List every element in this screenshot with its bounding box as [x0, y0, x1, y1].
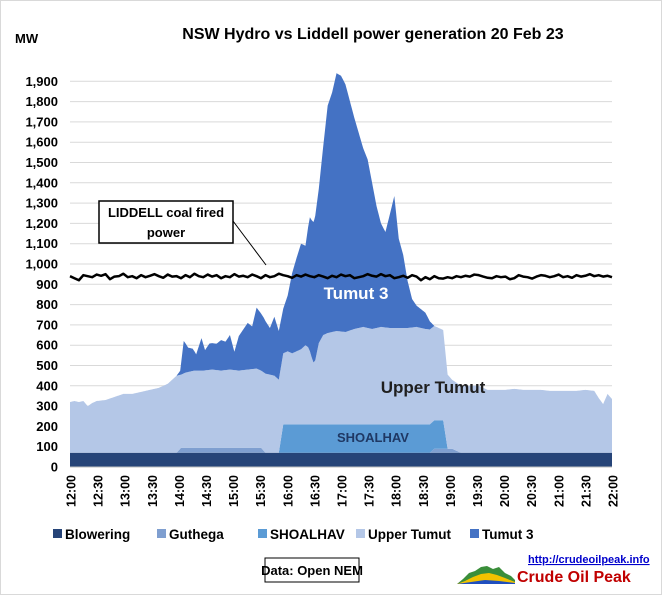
x-tick-label: 18:00: [390, 475, 404, 507]
upper-tumut-label: Upper Tumut: [381, 378, 486, 397]
y-tick-label: 500: [36, 358, 58, 373]
x-tick-label: 19:30: [471, 475, 485, 507]
y-tick-label: 1,200: [25, 216, 58, 231]
y-tick-label: 400: [36, 378, 58, 393]
legend-swatch: [157, 529, 166, 538]
legend-label: Tumut 3: [482, 527, 534, 542]
chart-title: NSW Hydro vs Liddell power generation 20…: [182, 26, 564, 43]
x-tick-label: 12:30: [92, 475, 106, 507]
x-tick-label: 14:30: [200, 475, 214, 507]
y-tick-label: 600: [36, 338, 58, 353]
legend-swatch: [356, 529, 365, 538]
x-tick-label: 13:00: [119, 475, 133, 507]
x-tick-label: 15:30: [254, 475, 268, 507]
y-tick-label: 1,900: [25, 74, 58, 89]
area-tumut-3: [70, 73, 612, 407]
x-tick-label: 17:00: [336, 475, 350, 507]
legend-swatch: [53, 529, 62, 538]
liddell-line: [69, 272, 613, 282]
logo-url: http://crudeoilpeak.info: [528, 554, 650, 566]
liddell-label-line2: power: [147, 225, 185, 240]
area-shoalhav: [70, 420, 612, 453]
legend-swatch: [258, 529, 267, 538]
y-tick-label: 1,100: [25, 236, 58, 251]
area-blowering: [70, 452, 612, 467]
x-tick-label: 14:00: [173, 475, 187, 507]
x-tick-label: 18:30: [417, 475, 431, 507]
area-upper-tumut: [70, 325, 612, 453]
legend-label: SHOALHAV: [270, 527, 345, 542]
x-tick-label: 13:30: [146, 475, 160, 507]
y-tick-label: 700: [36, 317, 58, 332]
stacked-areas: [69, 73, 613, 467]
x-axis-ticks: 12:00 12:30 13:00 13:30 14:00 14:30 15:00 15:30…: [65, 475, 621, 507]
y-tick-label: 1,600: [25, 135, 58, 150]
liddell-label-box: [98, 200, 234, 244]
crude-oil-peak-logo: http://crudeoilpeak.info Crude Oil Peak: [457, 554, 650, 586]
y-tick-label: 1,300: [25, 196, 58, 211]
y-tick-label: 900: [36, 277, 58, 292]
legend-label: Blowering: [65, 527, 130, 542]
x-tick-label: 16:30: [308, 475, 322, 507]
logo-brand: Crude Oil Peak: [517, 569, 631, 586]
legend-label: Guthega: [169, 527, 224, 542]
x-tick-label: 15:00: [227, 475, 241, 507]
y-tick-label: 1,700: [25, 114, 58, 129]
legend-swatch: [470, 529, 479, 538]
x-tick-label: 21:00: [552, 475, 566, 507]
y-axis-ticks: 0 100 200 300 400 500 600 700 800 900 1,000 1,100 1,…: [25, 74, 58, 475]
source-box: [264, 557, 360, 583]
x-tick-label: 21:30: [579, 475, 593, 507]
tumut3-label: Tumut 3: [324, 284, 389, 303]
y-tick-label: 1,000: [25, 257, 58, 272]
y-tick-label: 300: [36, 399, 58, 414]
y-axis-unit: MW: [15, 31, 39, 46]
x-tick-label: 16:00: [281, 475, 295, 507]
x-tick-label: 22:00: [607, 475, 621, 507]
area-guthega: [70, 447, 612, 453]
x-tick-label: 19:00: [444, 475, 458, 507]
logo-graph-blue: [457, 580, 515, 584]
y-tick-label: 0: [51, 460, 58, 475]
legend-label: Upper Tumut: [368, 527, 451, 542]
legend: Blowering Guthega SHOALHAV Upper Tumut Tumut…: [53, 527, 534, 542]
y-tick-label: 100: [36, 439, 58, 454]
liddell-callout-line: [232, 220, 267, 266]
x-tick-label: 20:00: [498, 475, 512, 507]
y-tick-label: 1,500: [25, 155, 58, 170]
y-tick-label: 200: [36, 419, 58, 434]
x-tick-label: 20:30: [525, 475, 539, 507]
x-tick-label: 17:30: [363, 475, 377, 507]
y-tick-label: 800: [36, 297, 58, 312]
x-tick-label: 12:00: [65, 475, 79, 507]
shoalhav-label: SHOALHAV: [337, 430, 409, 445]
y-tick-label: 1,800: [25, 94, 58, 109]
y-tick-label: 1,400: [25, 175, 58, 190]
source-label: Data: Open NEM: [261, 563, 363, 578]
liddell-label-line1: LIDDELL coal fired: [108, 205, 224, 220]
